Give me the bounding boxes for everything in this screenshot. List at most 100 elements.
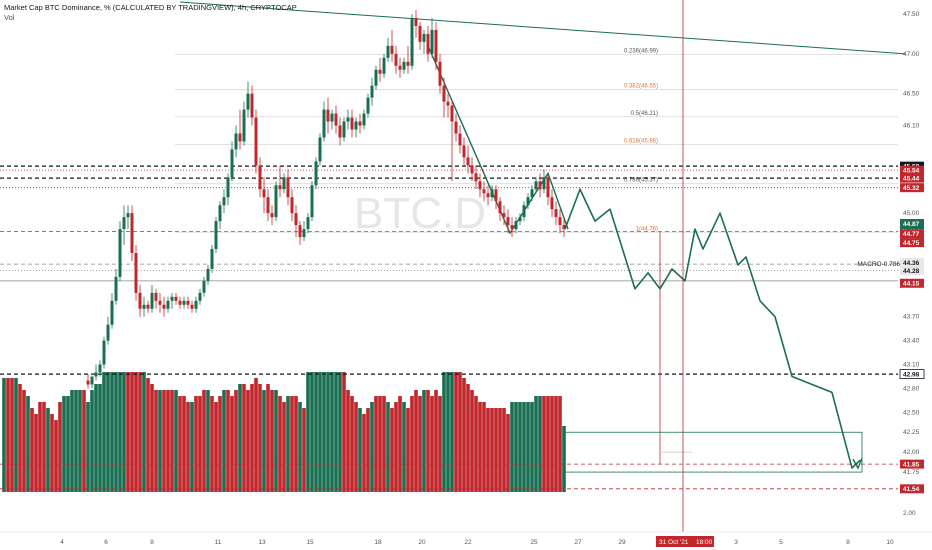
volume-bar: [354, 402, 358, 492]
price-badge-text: 44.87: [903, 221, 920, 228]
chart-legend: Market Cap BTC Dominance, % (CALCULATED …: [4, 3, 297, 23]
candle-body: [210, 249, 214, 269]
candle-body: [522, 205, 526, 218]
candle-body: [350, 117, 354, 130]
candle-body: [358, 121, 362, 126]
candle-body: [246, 93, 250, 110]
candles: [86, 10, 566, 389]
candle-body: [278, 185, 282, 190]
volume-bar: [450, 372, 454, 492]
price-badge-bg: [900, 229, 924, 239]
candle-body: [546, 177, 550, 198]
volume-bar: [538, 396, 542, 492]
volume-bar: [310, 372, 314, 492]
time-tick-label: 10: [886, 539, 894, 546]
volume-bar: [242, 384, 246, 492]
volume-bar: [442, 372, 446, 492]
fib-label: 0.618(45.86): [624, 139, 658, 145]
volume-bar: [426, 390, 430, 492]
candle-body: [114, 276, 118, 301]
candle-body: [450, 105, 454, 122]
fib-label: 0.236(46.99): [624, 49, 658, 55]
watermark: BTC.D: [354, 189, 486, 238]
candle-body: [362, 113, 366, 126]
candle-body: [154, 292, 158, 301]
volume-bar: [122, 372, 126, 492]
candle-body: [182, 300, 186, 305]
candle-body: [162, 304, 166, 309]
legend-volume-label: Vol: [4, 13, 15, 22]
volume-bar: [342, 372, 346, 492]
candle-body: [258, 165, 262, 190]
candle-body: [314, 161, 318, 186]
candle-body: [254, 117, 258, 166]
candle-body: [334, 113, 338, 126]
volume-bar: [258, 384, 262, 492]
volume-bar: [194, 396, 198, 492]
volume-bar: [526, 402, 530, 492]
volume-bar: [146, 378, 150, 492]
candle-body: [126, 213, 130, 218]
price-badge-bg: [900, 484, 924, 494]
candle-body: [130, 213, 134, 253]
volume-bar: [338, 372, 342, 492]
volume-bar: [530, 402, 534, 492]
candle-body: [530, 189, 534, 198]
candle-body: [370, 85, 374, 98]
time-tick-label: 18: [374, 539, 382, 546]
candle-body: [146, 304, 150, 309]
candle-body: [94, 372, 98, 377]
candle-body: [434, 29, 438, 62]
volume-bar: [326, 372, 330, 492]
volume-bar: [142, 372, 146, 492]
volume-bar: [514, 402, 518, 492]
candle-body: [482, 189, 486, 194]
volume-bar: [550, 396, 554, 492]
candle-body: [318, 137, 322, 162]
volume-bar: [138, 372, 142, 492]
price-badge: 42.98: [899, 369, 925, 379]
volume-bar: [238, 384, 242, 492]
price-badge-text: 44.28: [903, 268, 920, 275]
price-badge: 41.54: [900, 484, 924, 494]
volume-bar: [30, 408, 34, 492]
candle-body: [222, 197, 226, 206]
candle-body: [442, 85, 446, 102]
candle-body: [290, 197, 294, 214]
candle-body: [490, 189, 494, 198]
candle-body: [178, 300, 182, 305]
candle-body: [194, 300, 198, 309]
candle-body: [274, 185, 278, 218]
candle-body: [306, 217, 310, 230]
candle-body: [402, 61, 406, 70]
time-tick-label: 6: [104, 539, 108, 546]
volume-bar: [294, 396, 298, 492]
volume-bar: [118, 372, 122, 492]
volume-bar: [114, 372, 118, 492]
candle-body: [474, 173, 478, 182]
volume-bar: [234, 390, 238, 492]
time-tick-label: 8: [846, 539, 850, 546]
volume-bar: [34, 414, 38, 492]
volume-bar: [170, 390, 174, 492]
candle-body: [422, 33, 426, 42]
candle-body: [110, 300, 114, 325]
volume-bar: [358, 408, 362, 492]
volume-bar: [438, 396, 442, 492]
volume-bars: BTC.D: [2, 189, 566, 492]
volume-bar: [126, 372, 130, 492]
volume-bar: [202, 390, 206, 492]
candle-body: [218, 205, 222, 222]
candle-body: [330, 113, 334, 122]
fib-label: 0.5(46.21): [631, 111, 658, 117]
price-tick-label: 46.50: [903, 91, 920, 98]
cursor-time-label: 18:00: [696, 539, 713, 546]
cursor-time-badge: 31 Oct '21 18:00: [656, 536, 714, 547]
candle-body: [302, 229, 306, 238]
volume-bar: [18, 384, 22, 492]
candle-body: [538, 181, 542, 190]
candle-body: [122, 217, 126, 230]
volume-bar: [454, 372, 458, 492]
cursor-date-label: 31 Oct '21: [659, 539, 689, 546]
